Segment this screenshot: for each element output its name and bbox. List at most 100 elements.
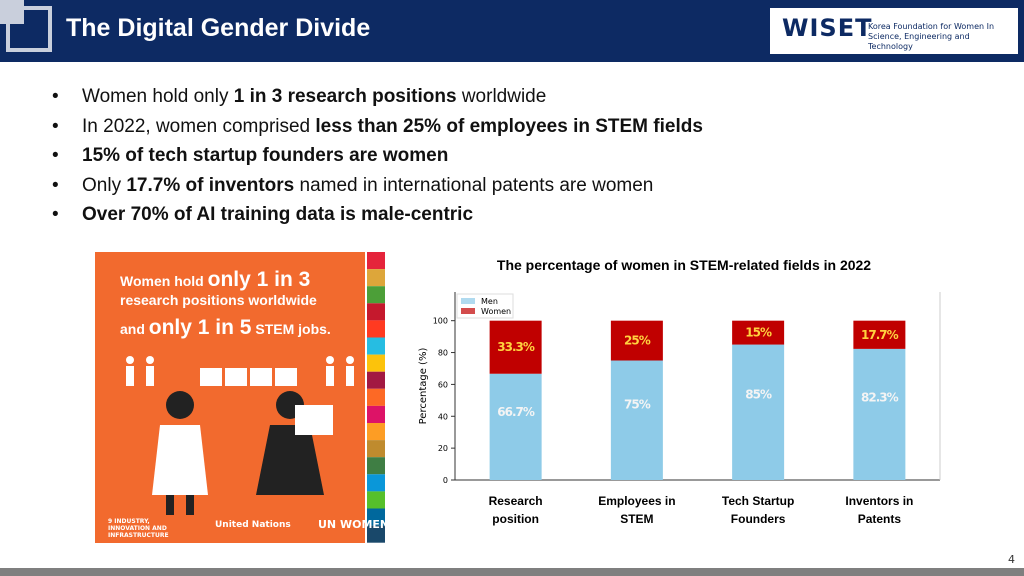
desk xyxy=(225,368,247,386)
small-figure xyxy=(346,356,354,364)
value-label: 85% xyxy=(745,388,772,402)
sdg-strip xyxy=(367,491,385,509)
woman-figure xyxy=(152,425,208,495)
value-label: 33.3% xyxy=(497,340,535,354)
bar-segment xyxy=(732,320,785,345)
y-tick-label: 40 xyxy=(438,412,448,421)
woman-figure xyxy=(166,391,194,419)
y-axis-label: Percentage (%) xyxy=(418,348,429,425)
value-label: 66.7% xyxy=(497,405,535,419)
bullet-part: less than 25% of employees in STEM field… xyxy=(315,115,703,137)
bullet: Only 17.7% of inventors named in interna… xyxy=(52,175,653,197)
footer-bar xyxy=(0,568,1024,576)
y-tick-label: 100 xyxy=(433,317,448,326)
bullet: In 2022, women comprised less than 25% o… xyxy=(52,115,703,138)
y-tick-label: 80 xyxy=(438,349,448,358)
logo-box xyxy=(770,8,1018,54)
small-figure xyxy=(146,366,154,386)
bullet-part: Over 70% of AI training data is male-cen… xyxy=(82,204,474,225)
legend-label: Men xyxy=(481,297,498,306)
sdg-strip xyxy=(367,388,385,406)
x-tick-label: Employees in STEM xyxy=(598,494,676,526)
corner-square xyxy=(0,0,24,24)
sdg-strip xyxy=(367,320,385,338)
logo-text: WISET xyxy=(782,14,873,42)
sdg-strip xyxy=(367,303,385,321)
small-figure xyxy=(146,356,154,364)
bar-segment xyxy=(489,373,542,480)
sdg-strip xyxy=(367,423,385,441)
sdg-strip xyxy=(367,252,385,270)
legend-swatch xyxy=(461,298,475,304)
bullet-text: Over 70% of AI training data is male-cen… xyxy=(82,204,473,225)
infographic-line: Women hold only 1 in 3 xyxy=(120,268,310,292)
bullet: 15% of tech startup founders are women xyxy=(52,145,448,167)
value-label: 15% xyxy=(745,326,772,340)
small-figure xyxy=(126,356,134,364)
sdg-strip xyxy=(367,508,385,526)
x-tick-label: Tech Startup Founders xyxy=(721,494,795,526)
bullet-part: Women hold only xyxy=(82,86,234,107)
sdg-strip xyxy=(367,337,385,355)
bullet: Over 70% of AI training data is male-cen… xyxy=(52,204,473,226)
legend-swatch xyxy=(461,308,475,314)
infographic-part: and xyxy=(120,321,149,337)
sdg-strip xyxy=(367,269,385,287)
sdg-strip xyxy=(367,525,385,543)
sdg-strip xyxy=(367,457,385,475)
bullet-part: Only xyxy=(82,174,127,196)
x-tick-label: Inventors in Patents xyxy=(845,494,914,526)
desk xyxy=(275,368,297,386)
bullet-part: 15% of tech startup founders are women xyxy=(82,145,449,166)
x-tick-label: Research position xyxy=(488,494,543,526)
y-tick-label: 20 xyxy=(438,444,448,453)
bullet-text: 15% of tech startup founders are women xyxy=(82,145,448,166)
sdg-strip xyxy=(367,371,385,389)
infographic-part: only 1 in 3 xyxy=(207,268,311,291)
infographic-part: STEM jobs. xyxy=(251,321,331,337)
sdg-label: 9 INDUSTRY, INNOVATION AND INFRASTRUCTUR… xyxy=(108,518,169,539)
unwomen-label: UN WOMEN xyxy=(318,518,390,531)
bullet-part: 17.7% of inventors xyxy=(126,174,295,196)
chart-title: The percentage of women in STEM-related … xyxy=(496,257,872,273)
small-figure xyxy=(326,356,334,364)
bar-segment xyxy=(489,320,542,374)
desk xyxy=(250,368,272,386)
bullet: Women hold only 1 in 3 research position… xyxy=(52,86,546,108)
woman-figure xyxy=(256,425,324,495)
desk xyxy=(200,368,222,386)
bar-segment xyxy=(853,320,906,349)
infographic-part: only 1 in 5 xyxy=(148,316,252,339)
sdg-strip xyxy=(367,440,385,458)
bullet-part: In 2022, women comprised xyxy=(82,115,316,137)
small-figure xyxy=(346,366,354,386)
sdg-strip xyxy=(367,354,385,372)
infographic-line: and only 1 in 5 STEM jobs. xyxy=(120,316,331,340)
bullet-part: named in international patents are women xyxy=(294,174,654,196)
sdg-strip xyxy=(367,286,385,304)
bullet-text: Only 17.7% of inventors named in interna… xyxy=(82,175,653,196)
value-label: 17.7% xyxy=(861,328,899,342)
bullet-text: Women hold only 1 in 3 research position… xyxy=(82,86,546,107)
infographic-line: research positions worldwide xyxy=(120,292,317,308)
infographic-part: research positions worldwide xyxy=(120,292,317,308)
un-label: United Nations xyxy=(215,520,291,530)
woman-figure xyxy=(166,495,174,515)
corner-frame xyxy=(6,6,52,52)
value-label: 75% xyxy=(624,397,651,411)
value-label: 25% xyxy=(624,334,651,348)
bar-segment xyxy=(610,320,663,361)
page-number: 4 xyxy=(1008,553,1015,566)
small-figure xyxy=(126,366,134,386)
slide-title: The Digital Gender Divide xyxy=(66,14,371,42)
bullet-part: 1 in 3 research positions xyxy=(233,86,457,107)
bullet-part: worldwide xyxy=(456,86,547,107)
laptop xyxy=(295,405,333,435)
bar-segment xyxy=(853,348,906,480)
y-tick-label: 0 xyxy=(443,476,448,485)
sdg-strip xyxy=(367,405,385,423)
woman-figure xyxy=(186,495,194,515)
logo-org: Korea Foundation for Women In Science, E… xyxy=(868,22,995,51)
bar-segment xyxy=(732,344,785,480)
